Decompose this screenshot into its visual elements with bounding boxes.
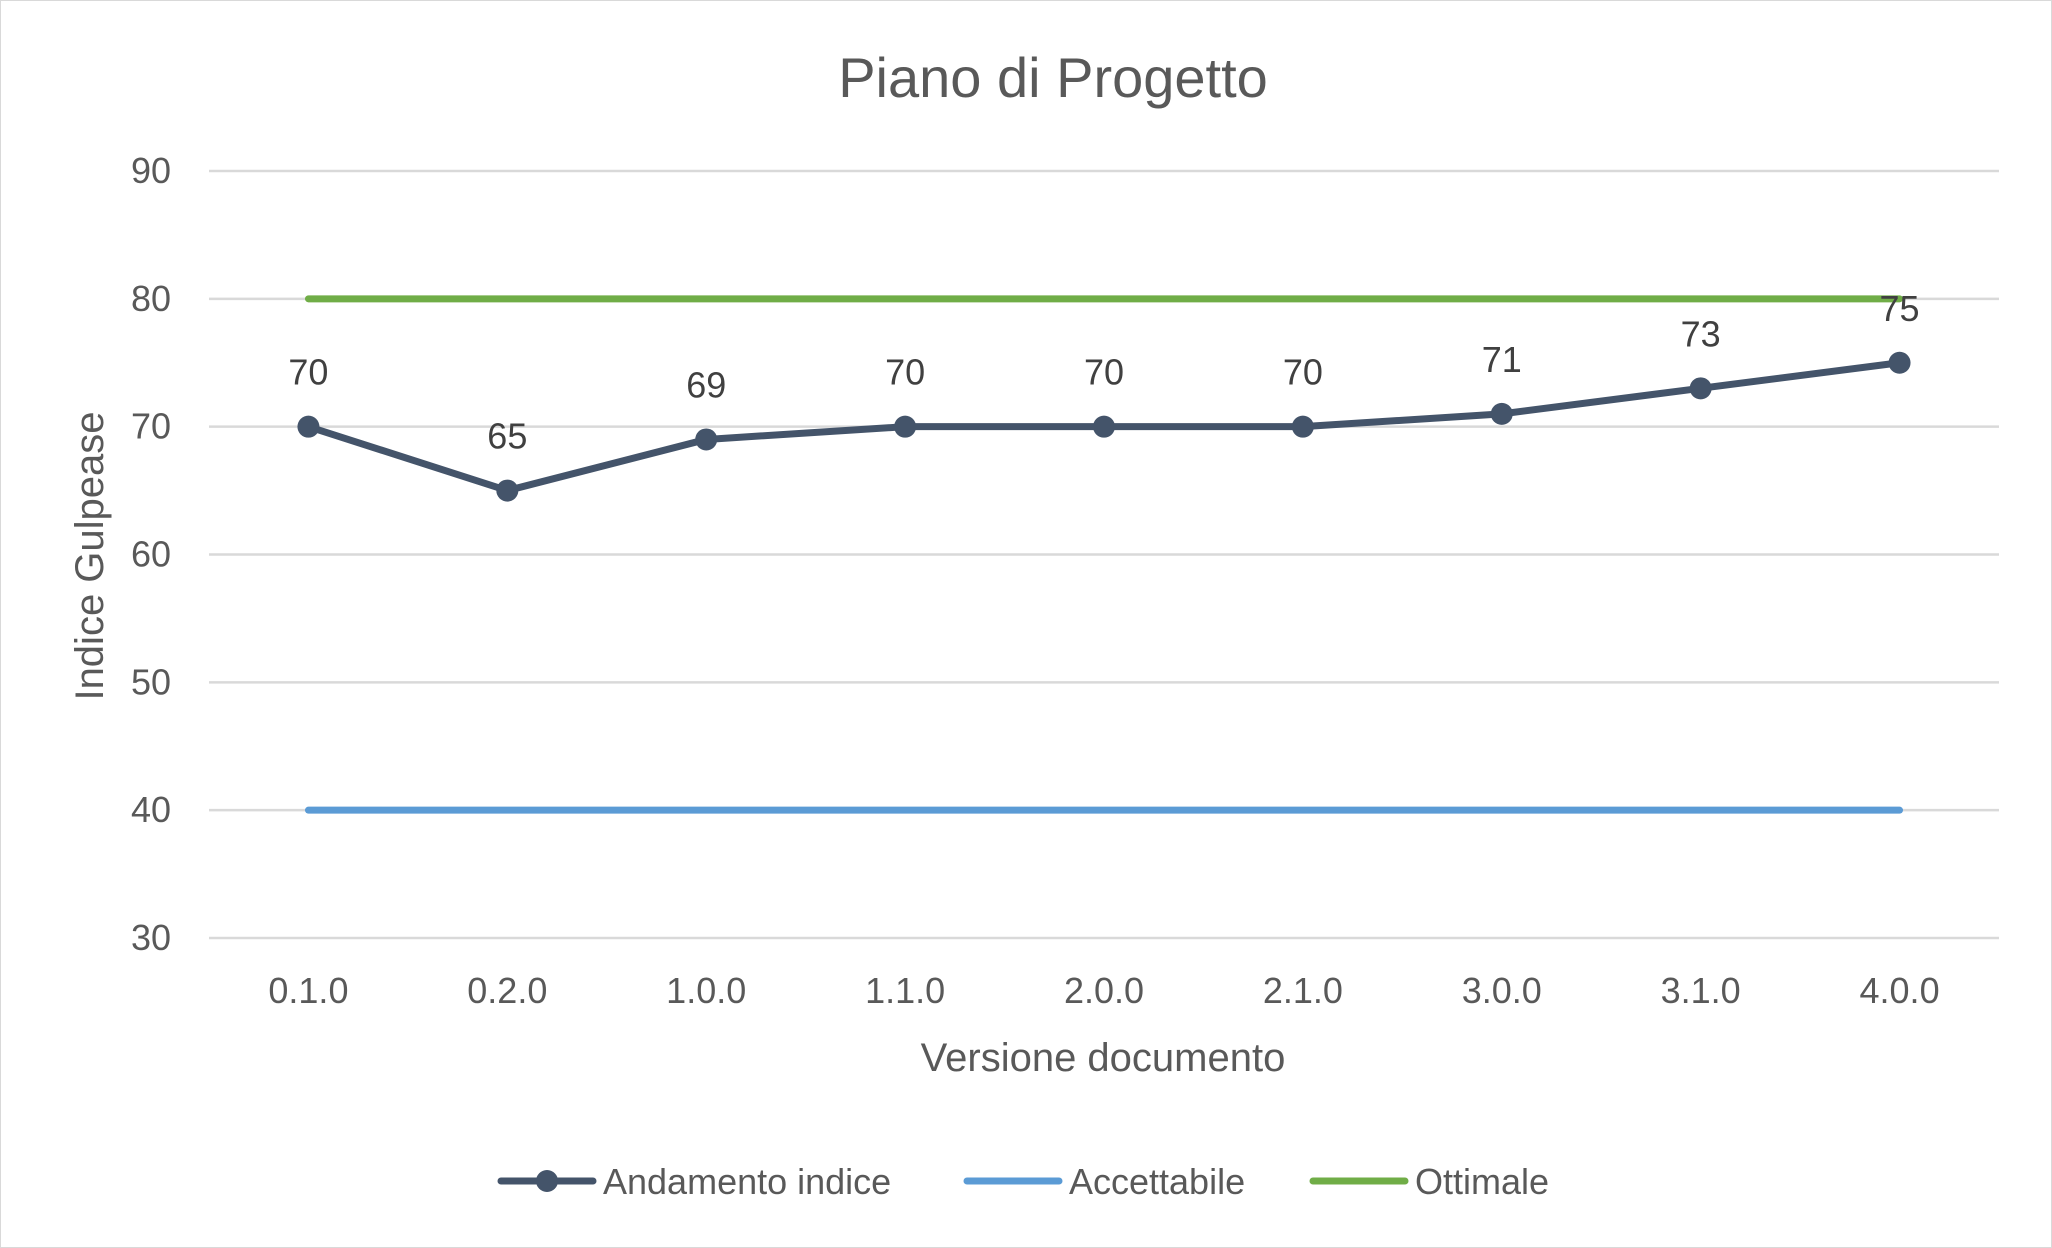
data-point-andamento-indice (496, 479, 519, 502)
y-axis-title: Indice Gulpease (68, 411, 112, 700)
data-point-andamento-indice (894, 415, 917, 438)
data-point-andamento-indice (1888, 351, 1911, 374)
legend-item-ottimale: Ottimale (1309, 1161, 1549, 1202)
legend-item-accettabile: Accettabile (963, 1161, 1245, 1202)
x-tick-label: 1.1.0 (865, 970, 945, 1011)
series-lines (297, 295, 1911, 814)
x-tick-label: 0.1.0 (268, 970, 348, 1011)
x-tick-label: 2.1.0 (1263, 970, 1343, 1011)
gridlines (209, 169, 1999, 940)
data-point-andamento-indice (1093, 415, 1115, 438)
data-point-andamento-indice (695, 428, 718, 451)
legend-label: Andamento indice (603, 1161, 891, 1202)
data-label: 70 (288, 352, 328, 393)
data-labels: 70 65 69 70 70 70 71 73 75 (288, 288, 1919, 457)
data-label: 70 (885, 352, 925, 393)
chart-title: Piano di Progetto (838, 46, 1268, 109)
x-tick-label: 3.0.0 (1462, 970, 1542, 1011)
legend-label: Ottimale (1415, 1161, 1549, 1202)
data-label: 65 (487, 416, 527, 457)
data-point-andamento-indice (1689, 377, 1712, 400)
data-point-andamento-indice (297, 415, 320, 438)
y-axis-ticks: 30 40 50 60 70 80 90 (131, 150, 171, 958)
data-label: 70 (1283, 352, 1323, 393)
legend-marker-andamento-indice (536, 1170, 558, 1192)
legend-label: Accettabile (1069, 1161, 1245, 1202)
x-axis-ticks: 0.1.0 0.2.0 1.0.0 1.1.0 2.0.0 2.1.0 3.0.0 3.1.0… (268, 970, 1939, 1011)
legend: Andamento indice Accettabile Ottimale (497, 1161, 1549, 1202)
data-point-andamento-indice (1490, 402, 1513, 425)
y-tick-label: 50 (131, 661, 171, 702)
data-label: 70 (1084, 352, 1124, 393)
data-label: 73 (1681, 313, 1721, 354)
x-axis-title: Versione documento (921, 1036, 1286, 1080)
y-tick-label: 80 (131, 278, 171, 319)
legend-item-andamento-indice: Andamento indice (497, 1161, 891, 1202)
y-tick-label: 40 (131, 789, 171, 830)
y-tick-label: 90 (131, 150, 171, 191)
x-tick-label: 0.2.0 (467, 970, 547, 1011)
y-tick-label: 60 (131, 534, 171, 575)
x-tick-label: 1.0.0 (666, 970, 746, 1011)
data-label: 75 (1880, 288, 1920, 329)
data-label: 71 (1482, 339, 1522, 380)
x-tick-label: 4.0.0 (1860, 970, 1940, 1011)
data-point-andamento-indice (1291, 415, 1314, 438)
x-tick-label: 3.1.0 (1661, 970, 1741, 1011)
y-tick-label: 70 (131, 406, 171, 447)
x-tick-label: 2.0.0 (1064, 970, 1144, 1011)
data-label: 69 (686, 364, 726, 405)
y-tick-label: 30 (131, 917, 171, 958)
